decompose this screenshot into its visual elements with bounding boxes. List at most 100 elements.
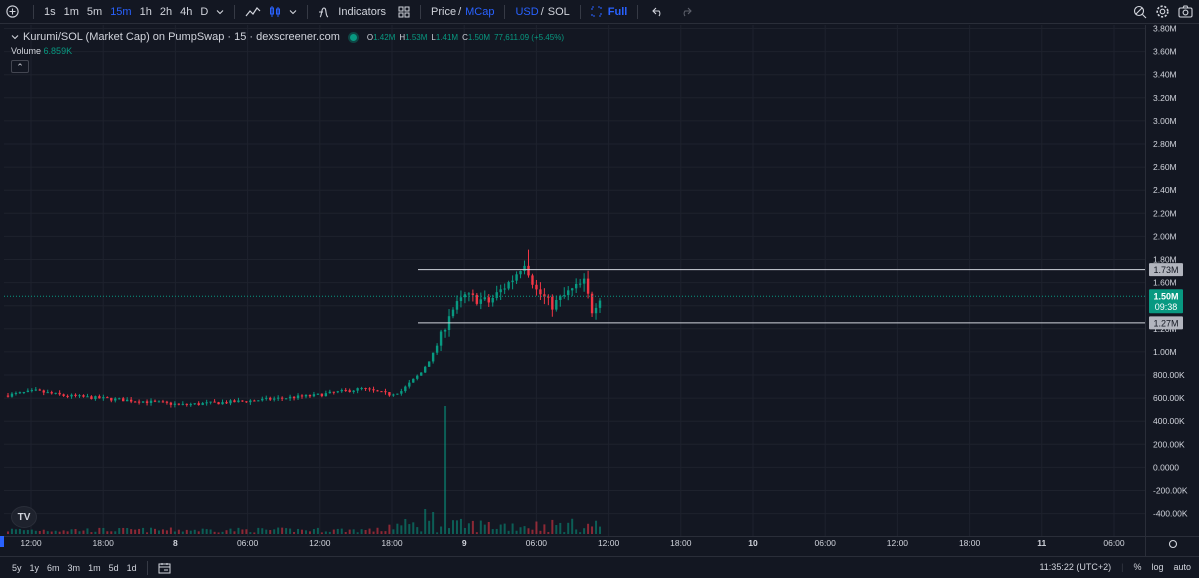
volume-bar <box>547 531 550 534</box>
range-6m[interactable]: 6m <box>47 562 60 573</box>
timeframe-2h[interactable]: 2h <box>159 5 173 18</box>
candle-body <box>531 275 534 285</box>
range-1m[interactable]: 1m <box>88 562 101 573</box>
candles-icon[interactable] <box>265 5 285 18</box>
timeframe-d[interactable]: D <box>200 5 209 18</box>
y-tick-label: 3.00M <box>1153 116 1177 126</box>
mcap-toggle[interactable]: MCap <box>465 5 495 18</box>
volume-bar <box>197 531 200 534</box>
candle-body <box>177 403 181 405</box>
volume-bar <box>400 525 403 534</box>
indicators-icon[interactable] <box>314 6 334 18</box>
volume-bar <box>34 530 37 534</box>
sol-toggle[interactable]: SOL <box>547 5 570 18</box>
symbol-title[interactable]: Kurumi/SOL (Market Cap) on PumpSwap · 15… <box>23 31 340 43</box>
candle-body <box>94 396 97 400</box>
log-toggle[interactable]: log <box>1151 562 1164 572</box>
candle-body <box>574 283 578 289</box>
ohlc-high: H1.53M <box>399 32 428 42</box>
undo-icon[interactable] <box>644 7 672 17</box>
volume-bar <box>539 530 542 534</box>
candle-body <box>66 395 69 397</box>
range-3m[interactable]: 3m <box>67 562 81 573</box>
range-1d[interactable]: 1d <box>126 562 137 573</box>
percent-toggle[interactable]: % <box>1133 562 1142 572</box>
timeframe-1h[interactable]: 1h <box>139 5 152 18</box>
x-tick-label: 18:00 <box>381 538 403 548</box>
chevron-down-icon[interactable] <box>212 8 228 16</box>
range-5d[interactable]: 5d <box>108 562 119 573</box>
candle-body <box>408 382 411 387</box>
candle-body <box>237 400 240 403</box>
candle-body <box>511 280 514 283</box>
candle-body <box>129 399 133 402</box>
candle-body <box>475 294 479 304</box>
hline-price-box <box>1149 316 1183 330</box>
volume-bar <box>189 530 192 534</box>
clock-time[interactable]: 11:35:22 (UTC+2) <box>1039 562 1112 572</box>
timeframe-5m[interactable]: 5m <box>86 5 103 18</box>
x-tick-label: 06:00 <box>815 538 837 548</box>
price-chart[interactable]: 3.80M 3.60M 3.40M 3.20M 3.00M 2.80M 2.60M 2.40M… <box>0 0 1199 556</box>
volume-bar <box>507 530 510 534</box>
full-button[interactable]: Full <box>607 5 628 18</box>
candle-body <box>78 395 81 397</box>
candle-body <box>590 293 594 314</box>
usd-toggle[interactable]: USD <box>515 5 539 18</box>
range-1y[interactable]: 1y <box>29 562 40 573</box>
eye-slash-icon[interactable] <box>1133 4 1147 19</box>
volume-bar <box>38 531 41 534</box>
volume-bar <box>535 521 538 534</box>
timeframe-15m[interactable]: 15m <box>110 5 132 18</box>
horizontal-lines[interactable] <box>4 269 1145 324</box>
timeframe-1s[interactable]: 1s <box>44 5 56 18</box>
candle-body <box>471 293 475 295</box>
gear-icon[interactable] <box>1155 4 1170 19</box>
candle-body <box>201 403 204 405</box>
volume-bar <box>86 528 89 534</box>
volume-value: 6.859K <box>43 46 73 56</box>
time-axis[interactable]: 12:00 18:00 8 06:00 12:00 18:00 9 06:00 12:00 18:… <box>0 536 1199 549</box>
calendar-range-icon[interactable] <box>154 562 175 574</box>
chevron-down-icon[interactable] <box>285 8 301 16</box>
volume-bar <box>471 520 474 534</box>
y-tick-label: 3.80M <box>1153 24 1177 34</box>
candle-body <box>209 401 212 403</box>
candle-body <box>276 397 280 399</box>
line-chart-icon[interactable] <box>241 6 265 18</box>
add-symbol-icon[interactable] <box>0 5 27 18</box>
bottom-right-controls: 11:35:22 (UTC+2) | % log auto <box>1039 562 1191 572</box>
volume-bar <box>479 520 482 534</box>
redo-icon[interactable] <box>672 7 700 17</box>
chevron-down-icon[interactable] <box>11 33 19 41</box>
layout-grid-icon[interactable] <box>394 6 414 18</box>
scroll-marker <box>0 536 4 547</box>
collapse-legend-button[interactable]: ⌃ <box>11 60 29 73</box>
x-tick-label: 9 <box>462 538 467 548</box>
range-5y[interactable]: 5y <box>12 562 22 573</box>
volume-bar <box>368 528 371 534</box>
y-tick-label: 400.00K <box>1153 416 1185 426</box>
tradingview-logo[interactable]: TV <box>11 506 37 528</box>
timeframe-4h[interactable]: 4h <box>180 5 193 18</box>
camera-icon[interactable] <box>1178 4 1193 19</box>
candle-body <box>567 290 570 296</box>
candle-body <box>586 278 590 294</box>
timeframe-1m[interactable]: 1m <box>63 5 79 18</box>
price-toggle[interactable]: Price <box>431 5 457 18</box>
indicators-button[interactable]: Indicators <box>338 5 386 18</box>
candle-body <box>360 387 363 389</box>
volume-bar <box>583 528 586 534</box>
y-tick-label: 2.00M <box>1153 231 1177 241</box>
candle-body <box>169 402 173 405</box>
candle-body <box>392 394 395 396</box>
volume-bar <box>102 527 105 534</box>
fullscreen-icon[interactable] <box>587 6 604 17</box>
candle-body <box>384 391 387 393</box>
volume-bar <box>130 529 133 534</box>
auto-toggle[interactable]: auto <box>1173 562 1191 572</box>
volume-bar <box>487 521 490 534</box>
volume-bar <box>150 527 153 534</box>
candle-body <box>141 401 145 403</box>
candle-body <box>332 391 335 393</box>
